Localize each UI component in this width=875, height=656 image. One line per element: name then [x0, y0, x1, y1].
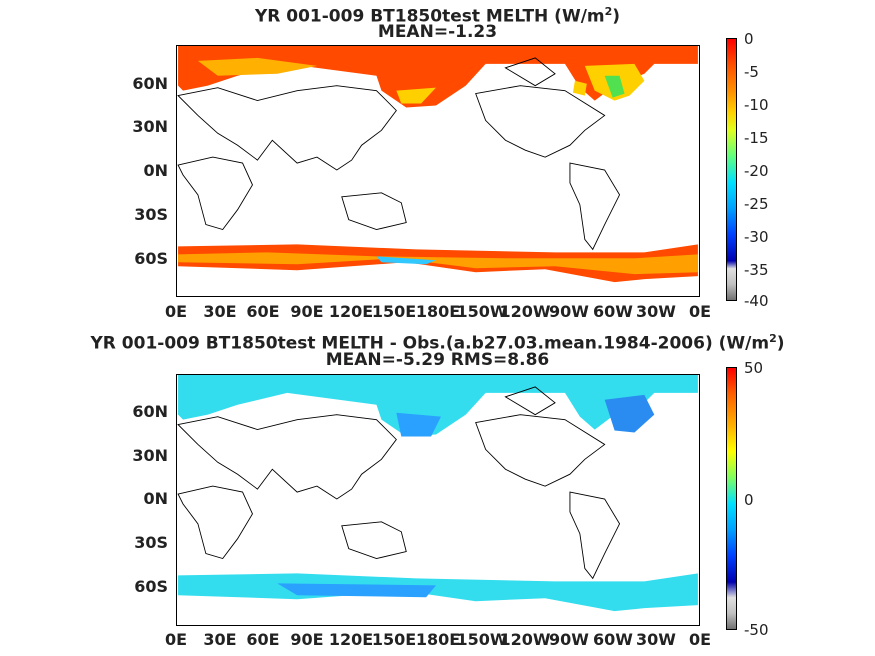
lon-label: 90E — [290, 302, 324, 321]
top-lat-label-0n: 0N — [143, 161, 168, 180]
lon-label: 180E — [415, 630, 461, 649]
lon-label: 150E — [371, 302, 417, 321]
lon-label: 0E — [688, 302, 712, 321]
top-colorbar-tick: -40 — [744, 292, 769, 310]
top-map-plot — [176, 45, 700, 297]
bottom-map-plot — [176, 374, 700, 626]
lon-label: 30E — [203, 302, 237, 321]
top-colorbar-tick: -15 — [744, 129, 769, 147]
bottom-lat-label-60s: 60S — [134, 577, 168, 596]
lon-label: 0E — [688, 630, 712, 649]
lon-label: 60W — [593, 630, 633, 649]
top-colorbar-tick: -10 — [744, 96, 769, 114]
top-colorbar-tick: -35 — [744, 261, 769, 279]
lon-label: 0E — [164, 302, 188, 321]
lon-label: 120W — [499, 630, 551, 649]
bottom-lat-label-30s: 30S — [134, 533, 168, 552]
lon-label: 120W — [499, 302, 551, 321]
bottom-colorbar-tick: 0 — [744, 491, 754, 509]
top-lat-label-60n: 60N — [132, 74, 168, 93]
top-lat-label-30n: 30N — [132, 117, 168, 136]
top-colorbar-tick: 0 — [744, 30, 754, 48]
top-map-title: YR 001-009 BT1850test MELTH (W/m2) — [254, 5, 621, 27]
lon-label: 150W — [456, 302, 508, 321]
lon-label: 120E — [328, 302, 374, 321]
lon-label: 30E — [203, 630, 237, 649]
top-colorbar-tick: -20 — [744, 162, 769, 180]
bottom-colorbar — [726, 367, 737, 630]
lon-label: 180E — [415, 302, 461, 321]
bottom-lat-label-60n: 60N — [132, 402, 168, 421]
top-lat-label-60s: 60S — [134, 249, 168, 268]
lon-label: 60E — [246, 302, 280, 321]
lon-label: 60E — [246, 630, 280, 649]
lon-label: 90W — [549, 630, 589, 649]
bottom-map-panel — [176, 374, 700, 626]
bottom-lat-label-0n: 0N — [143, 489, 168, 508]
lon-label: 90W — [549, 302, 589, 321]
lon-label: 90E — [290, 630, 324, 649]
top-lat-label-30s: 30S — [134, 205, 168, 224]
top-colorbar-tick: -5 — [744, 63, 759, 81]
lon-label: 150W — [456, 630, 508, 649]
top-map-subtitle: MEAN=-1.23 — [377, 22, 498, 42]
lon-label: 30W — [636, 302, 676, 321]
lon-label: 60W — [593, 302, 633, 321]
lon-label: 30W — [636, 630, 676, 649]
bottom-map-title: YR 001-009 BT1850test MELTH - Obs.(a.b27… — [90, 332, 785, 354]
lon-label: 0E — [164, 630, 188, 649]
bottom-lat-label-30n: 30N — [132, 446, 168, 465]
top-colorbar-tick: -30 — [744, 228, 769, 246]
bottom-map-subtitle: MEAN=-5.29 RMS=8.86 — [325, 350, 550, 370]
bottom-colorbar-tick: 50 — [744, 359, 764, 377]
lon-label: 120E — [328, 630, 374, 649]
lon-label: 150E — [371, 630, 417, 649]
top-colorbar — [726, 38, 737, 301]
bottom-colorbar-tick: -50 — [744, 621, 769, 639]
top-colorbar-tick: -25 — [744, 195, 769, 213]
top-map-panel — [176, 45, 700, 297]
